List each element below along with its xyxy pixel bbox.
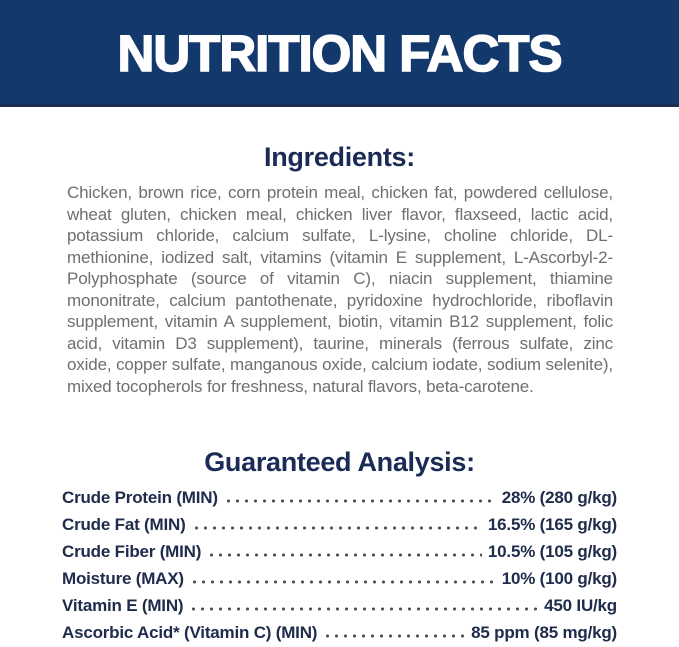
nutrient-label: Vitamin E (MIN) xyxy=(62,596,184,615)
page-title: NUTRITION FACTS xyxy=(117,24,564,83)
nutrient-value: 10.5% (105 g/kg) xyxy=(487,542,617,561)
dotted-leader xyxy=(191,526,482,530)
dotted-leader xyxy=(207,553,482,557)
nutrient-label: Moisture (MAX) xyxy=(62,569,184,588)
nutrient-value: 16.5% (165 g/kg) xyxy=(487,515,617,534)
analysis-row: Crude Fat (MIN) 16.5% (165 g/kg) xyxy=(62,515,617,542)
guaranteed-analysis-table: Crude Protein (MIN) 28% (280 g/kg) Crude… xyxy=(62,488,617,647)
nutrient-label: Crude Protein (MIN) xyxy=(62,488,218,507)
nutrient-label: Ascorbic Acid* (Vitamin C) (MIN) xyxy=(62,623,318,642)
nutrient-value: 450 IU/kg xyxy=(544,596,617,615)
ingredients-text: Chicken, brown rice, corn protein meal, … xyxy=(67,183,613,396)
nutrient-value: 28% (280 g/kg) xyxy=(501,488,618,507)
ingredients-section: Ingredients: Chicken, brown rice, corn p… xyxy=(0,142,679,397)
guaranteed-analysis-heading: Guaranteed Analysis: xyxy=(204,447,475,477)
header-band: NUTRITION FACTS xyxy=(0,0,679,107)
nutrient-value: 10% (100 g/kg) xyxy=(501,569,618,588)
nutrient-label: Crude Fiber (MIN) xyxy=(62,542,202,561)
dotted-leader xyxy=(223,499,496,503)
analysis-row: Crude Protein (MIN) 28% (280 g/kg) xyxy=(62,488,617,515)
nutrient-value: 85 ppm (85 mg/kg) xyxy=(471,623,617,642)
analysis-row: Crude Fiber (MIN) 10.5% (105 g/kg) xyxy=(62,542,617,569)
ingredients-heading: Ingredients: xyxy=(264,142,415,172)
analysis-row: Vitamin E (MIN) 450 IU/kg xyxy=(62,596,617,623)
nutrient-label: Crude Fat (MIN) xyxy=(62,515,186,534)
dotted-leader xyxy=(323,634,466,638)
dotted-leader xyxy=(189,580,496,584)
guaranteed-analysis-section: Guaranteed Analysis: Crude Protein (MIN)… xyxy=(0,447,679,647)
analysis-row: Ascorbic Acid* (Vitamin C) (MIN) 85 ppm … xyxy=(62,623,617,647)
dotted-leader xyxy=(189,607,539,611)
analysis-row: Moisture (MAX) 10% (100 g/kg) xyxy=(62,569,617,596)
